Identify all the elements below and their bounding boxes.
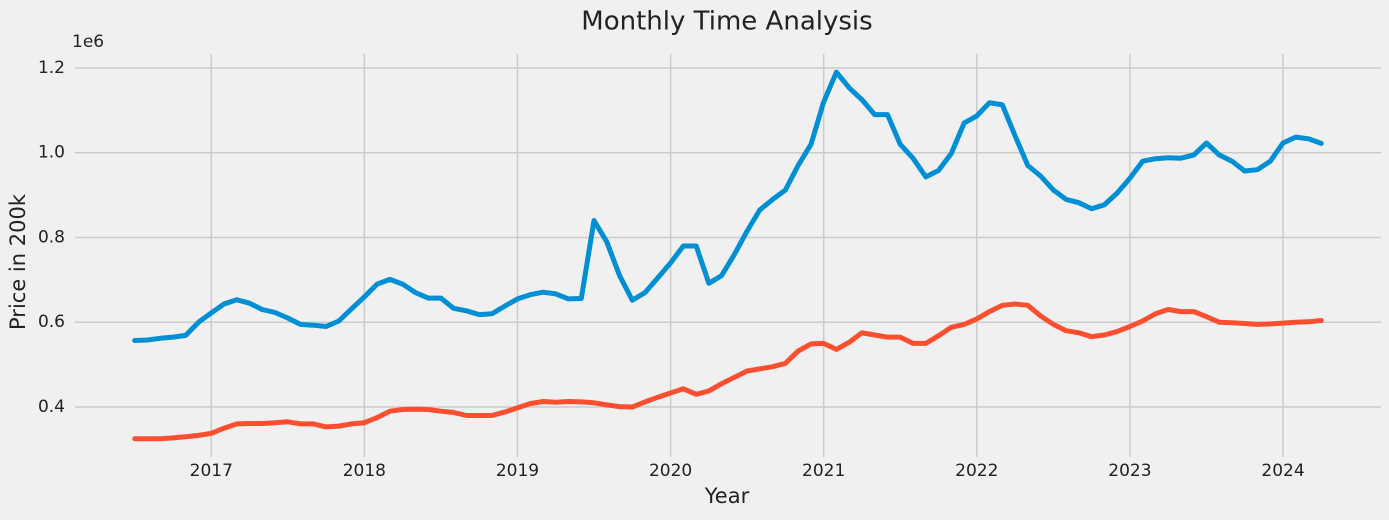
- series-line: [132, 69, 1324, 343]
- series-line: [132, 301, 1324, 442]
- y-tick-label: 0.6: [38, 312, 65, 332]
- y-tick-label: 0.8: [38, 227, 65, 247]
- y-tick-label: 1.2: [38, 58, 65, 78]
- x-tick-label: 2022: [955, 461, 998, 481]
- x-tick-label: 2020: [649, 461, 692, 481]
- x-axis-label: Year: [704, 484, 750, 508]
- x-tick-label: 2017: [190, 461, 233, 481]
- x-tick-label: 2018: [343, 461, 386, 481]
- x-tick-label: 2024: [1261, 461, 1304, 481]
- x-tick-label: 2019: [496, 461, 539, 481]
- y-axis-label: Price in 200k: [6, 193, 30, 330]
- x-tick-label: 2021: [802, 461, 845, 481]
- y-tick-label: 1.0: [38, 143, 65, 163]
- y-tick-label: 0.4: [38, 397, 65, 417]
- x-tick-label: 2023: [1108, 461, 1151, 481]
- y-offset-text: 1e6: [72, 32, 104, 52]
- chart-title: Monthly Time Analysis: [581, 7, 872, 37]
